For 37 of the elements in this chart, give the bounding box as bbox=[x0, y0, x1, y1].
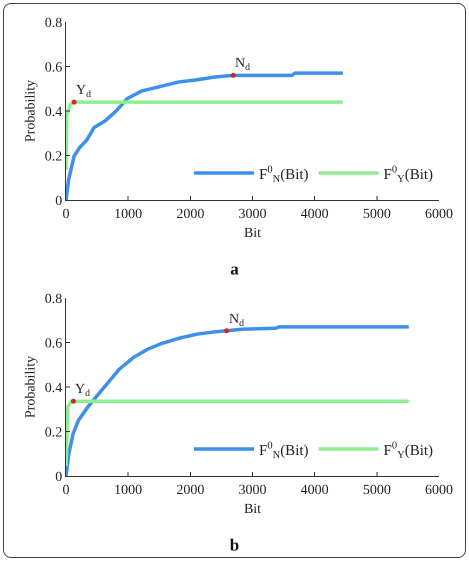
x-tick-label: 6000 bbox=[425, 482, 453, 498]
legend-label: F$^{0}$$_{N}$(Bit) bbox=[259, 440, 309, 462]
y-tick-label: 0 bbox=[55, 194, 62, 209]
annotation: N$_{d}$ bbox=[229, 312, 244, 329]
annotation: Y$_{d}$ bbox=[76, 83, 92, 100]
x-tick-label: 6000 bbox=[425, 206, 453, 222]
legend-label: F$^{0}$$_{Y}$(Bit) bbox=[384, 164, 434, 186]
annotation: Y$_{d}$ bbox=[75, 382, 90, 399]
y-axis-title: Probability bbox=[23, 80, 38, 142]
x-axis-title: Bit bbox=[244, 226, 262, 242]
y-tick-label: 0.8 bbox=[44, 292, 62, 307]
x-tick-label: 4000 bbox=[300, 206, 329, 222]
x-tick-label: 2000 bbox=[176, 482, 204, 498]
y-tick-label: 0.2 bbox=[44, 149, 62, 164]
x-tick-label: 1000 bbox=[114, 482, 142, 498]
y-tick-label: 0.2 bbox=[44, 425, 62, 440]
y-tick-label: 0.8 bbox=[44, 16, 62, 31]
y-tick-label: 0.4 bbox=[44, 104, 62, 120]
legend-label: F$^{0}$$_{N}$(Bit) bbox=[259, 164, 309, 186]
y-axis-title: Probability bbox=[23, 356, 38, 418]
text: b bbox=[230, 535, 240, 554]
line-series bbox=[66, 71, 345, 200]
x-tick-label: 5000 bbox=[362, 482, 391, 498]
x-tick-label: 4000 bbox=[300, 482, 329, 498]
y-tick-label: 0.4 bbox=[44, 380, 62, 396]
y-tick-label: 0.6 bbox=[44, 336, 62, 352]
x-tick-label: 3000 bbox=[238, 206, 266, 222]
x-tick-label: 1000 bbox=[114, 206, 142, 222]
x-tick-label: 2000 bbox=[176, 206, 204, 222]
annotation: N$_{d}$ bbox=[235, 56, 250, 73]
x-tick-label: 3000 bbox=[238, 482, 266, 498]
legend-label: F$^{0}$$_{Y}$(Bit) bbox=[384, 440, 434, 462]
y-tick-label: 0 bbox=[55, 470, 62, 485]
y-tick-label: 0.6 bbox=[44, 60, 62, 76]
x-axis-title: Bit bbox=[244, 502, 262, 518]
text: a bbox=[230, 259, 240, 278]
x-tick-label: 5000 bbox=[362, 206, 391, 222]
